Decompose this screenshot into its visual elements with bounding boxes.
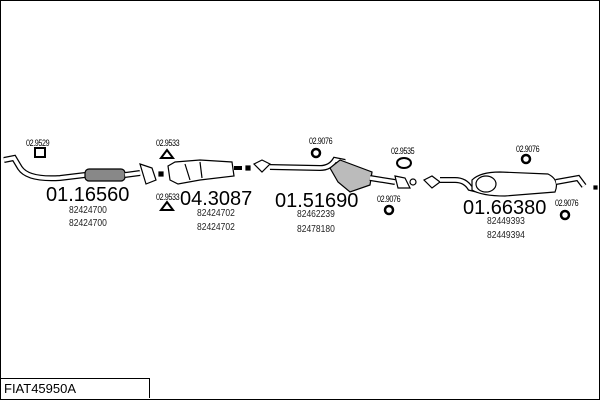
part-number: 01.66380 (463, 197, 547, 219)
accessory-ref: 02.9076 (555, 198, 579, 208)
front-flange (139, 163, 157, 185)
oem-number: 82424702 (197, 208, 235, 219)
accessory-ref: 02.9529 (26, 138, 50, 148)
diagram-title: FIAT45950A (0, 378, 150, 398)
flex-section (84, 168, 126, 182)
oem-number: 82424700 (69, 218, 107, 229)
oem-number: 82478180 (297, 224, 335, 235)
oem-number: 82462239 (297, 209, 335, 220)
accessory-ref: 02.9533 (156, 138, 180, 148)
oem-number: 82424700 (69, 205, 107, 216)
bracket-icon (159, 200, 175, 211)
gasket-ring-icon (396, 157, 412, 169)
part-number: 01.51690 (275, 190, 359, 212)
accessory-ref: 02.9076 (516, 144, 540, 154)
middle-silencer (329, 159, 373, 193)
rubber-ring-icon (383, 204, 395, 216)
oem-number: 82424702 (197, 222, 235, 233)
oem-number: 82449394 (487, 230, 525, 241)
rubber-ring-icon (310, 147, 322, 159)
middle-flange (252, 159, 272, 173)
oem-number: 82449393 (487, 216, 525, 227)
accessory-ref: 02.9076 (309, 136, 333, 146)
rubber-ring-icon (520, 153, 532, 165)
bracket-icon (159, 148, 175, 159)
accessory-ref: 02.9076 (377, 194, 401, 204)
accessory-ref: 02.9535 (391, 146, 415, 156)
accessory-ref: 02.9533 (156, 192, 180, 202)
gasket-icon (34, 147, 46, 158)
part-number: 01.16560 (46, 184, 130, 206)
rubber-ring-icon (559, 209, 571, 221)
part-number: 04.3087 (180, 188, 253, 210)
